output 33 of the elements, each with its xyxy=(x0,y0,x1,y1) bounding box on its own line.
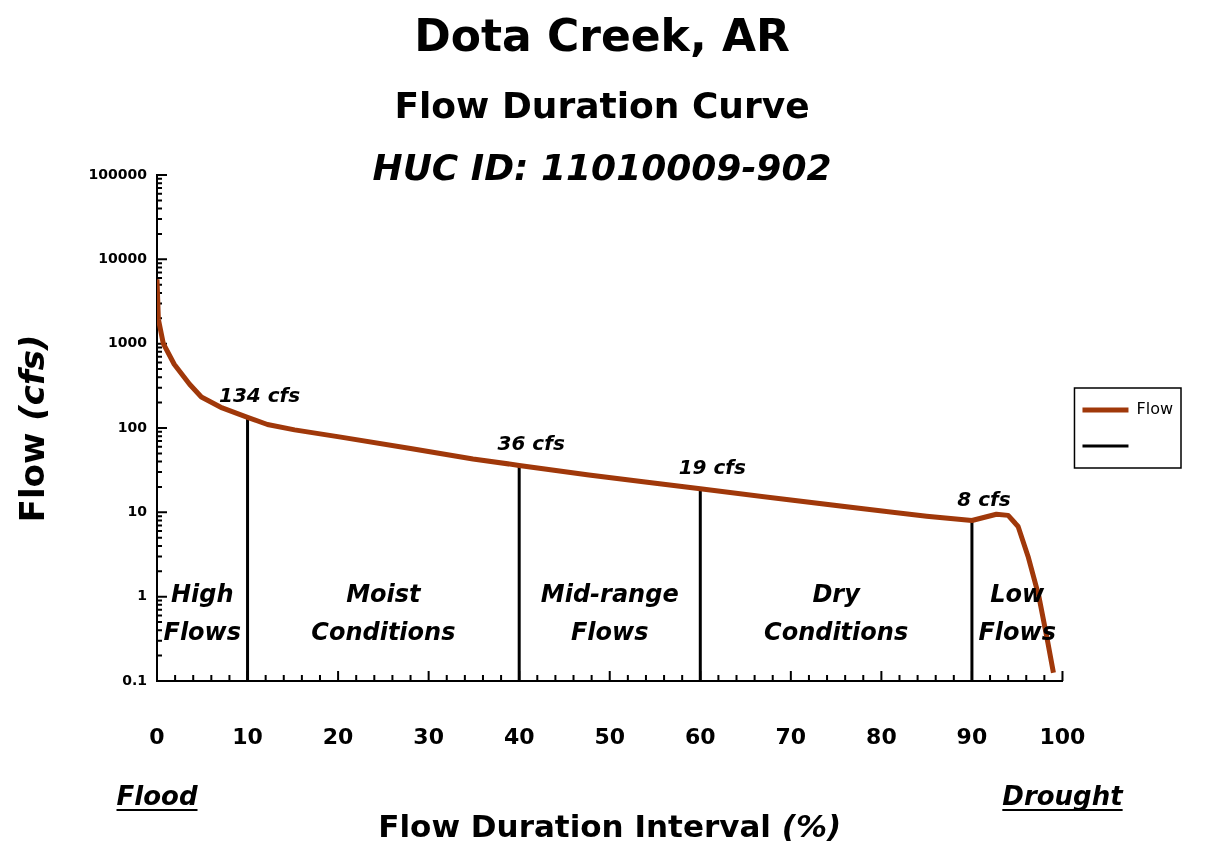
x-tick-label: 100 xyxy=(1039,723,1086,749)
data-label: 134 cfs xyxy=(218,383,301,408)
y-tick-label: 10 xyxy=(127,502,148,519)
x-tick-label: 60 xyxy=(684,723,716,749)
legend-label: Flow xyxy=(1136,399,1174,419)
data-label: 19 cfs xyxy=(678,454,746,479)
text: Drought xyxy=(1002,781,1125,811)
text: Flood xyxy=(116,781,198,811)
annotation: Dry Conditions xyxy=(764,580,909,647)
x-tick-label: 10 xyxy=(232,723,263,749)
annotation: Mid-range Flows xyxy=(540,580,679,647)
x-tick-label: 0 xyxy=(149,723,165,749)
x-tick-label: 30 xyxy=(413,723,444,749)
y-tick-label: 1 xyxy=(137,587,147,604)
x-tick-label: 50 xyxy=(594,723,626,749)
annotation: Moist Conditions xyxy=(311,580,456,647)
y-axis-title: Flow (cfs) xyxy=(12,334,54,522)
x-tick-label: 90 xyxy=(956,723,988,749)
x-tick-label: 70 xyxy=(775,723,807,749)
x-tick-label: 40 xyxy=(503,723,535,749)
y-tick-label: 1000 xyxy=(108,334,148,351)
data-label: 36 cfs xyxy=(497,431,565,456)
data-label: 8 cfs xyxy=(957,486,1011,511)
y-tick-label: 0.1 xyxy=(122,671,147,688)
x-tick-label: 20 xyxy=(322,723,354,749)
y-tick-label: 100 xyxy=(117,418,148,435)
x-tick-label: 80 xyxy=(866,723,897,749)
annotation: High Flows xyxy=(163,580,242,647)
y-tick-label: 10000 xyxy=(98,249,148,266)
y-tick-label: 100000 xyxy=(88,165,148,182)
chart-subtitle: Flow Duration Curve HUC ID: 11010009-902 xyxy=(372,84,832,190)
chart-title: Dota Creek, AR xyxy=(414,10,790,63)
x-axis-title: Flow Duration Interval (%) xyxy=(378,808,842,846)
